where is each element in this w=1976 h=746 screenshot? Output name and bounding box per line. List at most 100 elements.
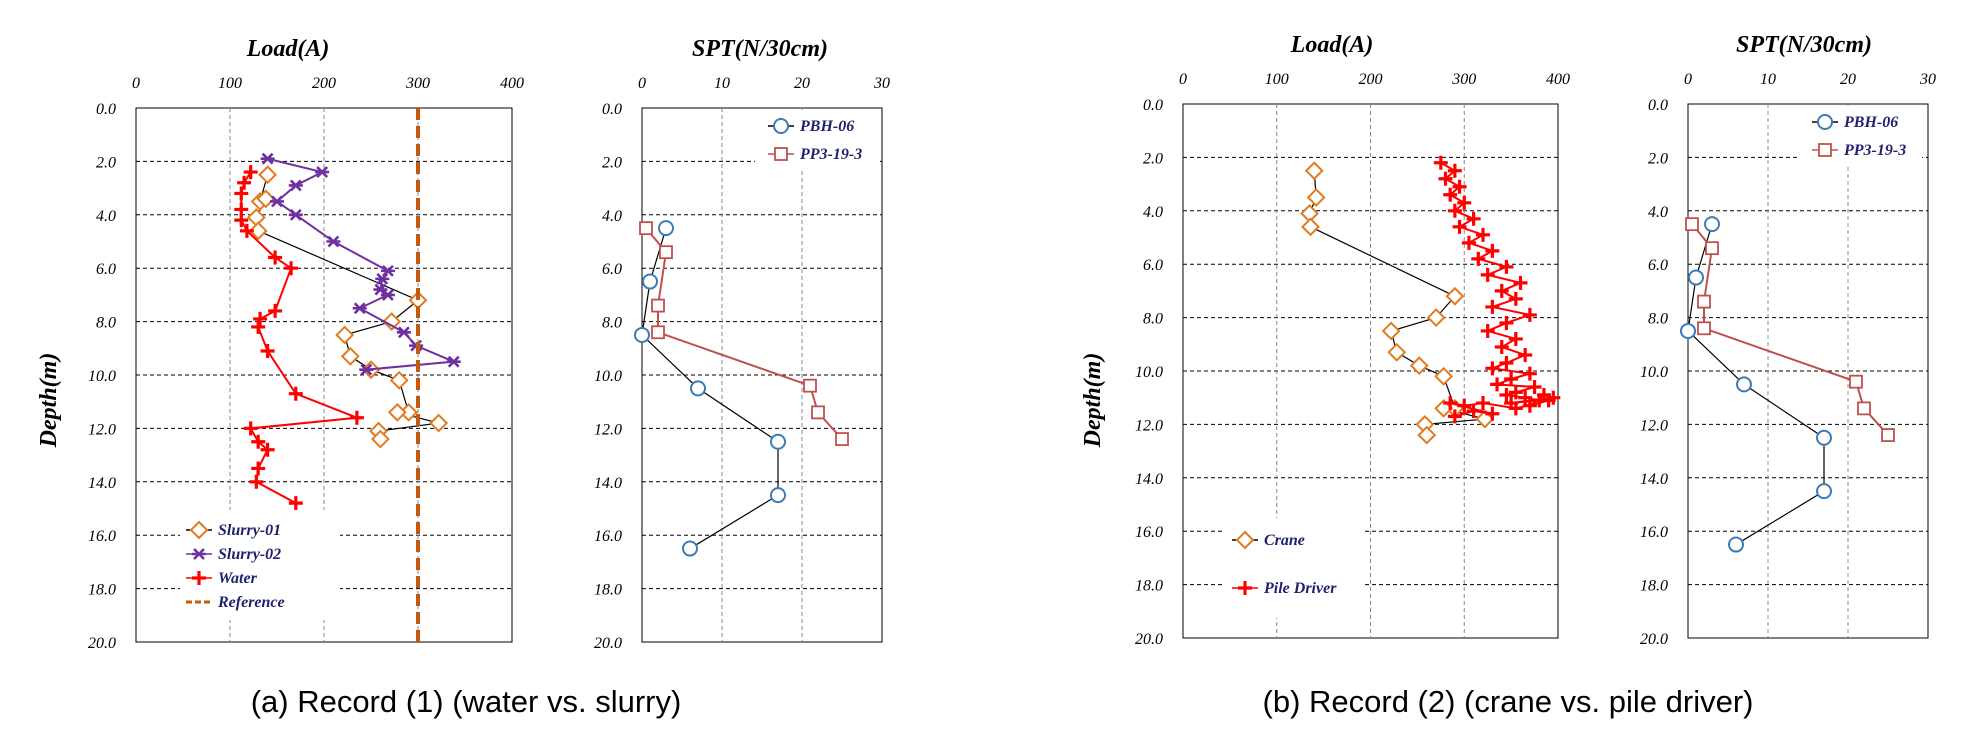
b-spt-ytick-label: 10.0: [1640, 364, 1668, 381]
a-load-slurry-02-point: [270, 195, 284, 208]
a-load-water-point: [251, 434, 266, 449]
b-load-pile-driver-point: [1476, 396, 1490, 411]
a-spt-pbh-06-point: [634, 326, 650, 343]
a-load-slurry-02-point: [315, 166, 330, 178]
b-load-xtick-label: 200: [1359, 71, 1383, 88]
a-load-slurry-01-point: [387, 402, 407, 422]
a-load-ytick-label: 12.0: [88, 421, 116, 438]
b-load-pile-driver-point: [1476, 227, 1490, 242]
a-load-water-point: [237, 175, 252, 190]
a-load-slurry-02-point: [380, 288, 395, 301]
a-spt-ytick-label: 10.0: [594, 368, 622, 385]
b-load-pile-driver-point: [1499, 388, 1514, 403]
b-load-pile-driver-point: [1485, 243, 1500, 258]
b-load-crane-point: [1409, 356, 1429, 376]
panel-b-spt-title: SPT(N/30cm): [1736, 32, 1872, 58]
a-spt-ytick-label: 4.0: [602, 208, 622, 225]
b-load-ytick-label: 2.0: [1143, 150, 1163, 167]
a-spt-pbh-06-point: [770, 487, 786, 504]
a-load-slurry-02-point: [373, 283, 388, 296]
b-load-ytick-label: 8.0: [1143, 311, 1163, 328]
a-spt-pp3-19-3-point: [651, 325, 665, 340]
a-load-slurry-02-point: [375, 272, 390, 285]
b-load-pile-driver-point: [1452, 179, 1467, 194]
a-spt-pbh-06-point: [658, 220, 674, 237]
b-load-pile-driver-point: [1508, 385, 1523, 400]
b-load-pile-driver-point: [1508, 331, 1523, 346]
b-load-ytick-label: 14.0: [1135, 471, 1163, 488]
a-load-slurry-01-point: [335, 325, 355, 345]
b-load-ytick-label: 0.0: [1143, 97, 1163, 114]
panel-b-load: Load(A) Depth(m) 0.0 2.0 4.0 6.0 8.0 10.0 12.0…: [1080, 32, 1570, 648]
a-load-slurry-01-legend-label: Slurry-01: [218, 522, 281, 539]
a-load-slurry-02-point: [288, 208, 303, 221]
b-load-pile-driver-point: [1480, 267, 1495, 282]
b-load-xtick-label: 300: [1451, 71, 1476, 88]
b-spt-pp3-19-3-legend-marker: [1818, 143, 1832, 157]
b-load-pile-driver-point: [1499, 259, 1514, 274]
b-spt-ytick-label: 14.0: [1640, 471, 1668, 488]
a-spt-pbh-06-legend-marker: [773, 118, 789, 134]
a-spt-ytick-label: 16.0: [594, 528, 622, 545]
a-spt-ytick-label: 14.0: [594, 475, 622, 492]
panel-b-load-ylabel: Depth(m): [1080, 353, 1106, 449]
b-load-crane-point: [1301, 217, 1320, 237]
a-load-water-point: [284, 261, 299, 276]
b-load-pile-driver-point: [1457, 398, 1472, 413]
b-load-pile-driver-point: [1466, 211, 1481, 226]
b-load-ytick-label: 10.0: [1135, 364, 1163, 381]
b-spt-ytick-label: 6.0: [1648, 257, 1668, 274]
a-load-water-point: [243, 165, 258, 180]
a-load-ytick-label: 8.0: [96, 315, 116, 332]
a-load-water-point: [288, 386, 303, 401]
b-load-ytick-label: 20.0: [1135, 631, 1163, 648]
b-spt-pbh-06-legend-marker: [1817, 114, 1833, 130]
b-load-pile-driver-point: [1457, 195, 1472, 210]
b-load-pile-driver-point: [1447, 163, 1462, 178]
a-spt-pbh-06-point: [770, 433, 786, 450]
b-load-pile-driver-point: [1443, 396, 1458, 411]
b-spt-xtick-label: 0: [1684, 71, 1692, 88]
b-load-pile-driver-point: [1504, 372, 1519, 387]
a-load-water-point: [251, 319, 266, 334]
a-load-slurry-01-point: [256, 189, 276, 209]
b-spt-pp3-19-3-point: [1857, 401, 1871, 416]
a-load-ytick-label: 18.0: [88, 582, 116, 599]
a-load-slurry-01-point: [370, 429, 390, 449]
b-load-pile-driver-point: [1513, 275, 1528, 290]
a-spt-ytick-label: 0.0: [602, 101, 622, 118]
b-load-pile-driver-point: [1447, 203, 1462, 218]
a-load-water-point: [249, 474, 264, 489]
a-spt-ytick-label: 2.0: [602, 154, 622, 171]
b-spt-pp3-19-3-point: [1697, 294, 1711, 309]
a-spt-ytick-label: 18.0: [594, 582, 622, 599]
b-spt-pbh-06-point: [1704, 216, 1720, 233]
b-load-pile-driver-point: [1461, 235, 1476, 250]
b-spt-pp3-19-3-point: [1685, 217, 1699, 232]
a-load-ytick-label: 14.0: [88, 475, 116, 492]
panel-b-load-title: Load(A): [1290, 32, 1374, 58]
b-spt-pbh-06-point: [1816, 483, 1832, 500]
b-load-crane-point: [1304, 161, 1324, 181]
b-load-pile-driver-point: [1518, 347, 1533, 362]
a-spt-pp3-19-3-point: [651, 298, 665, 313]
b-load-pile-driver-point: [1508, 401, 1523, 416]
b-load-pile-driver-point: [1499, 315, 1514, 330]
b-spt-ytick-label: 16.0: [1640, 524, 1668, 541]
b-spt-ytick-label: 20.0: [1640, 631, 1668, 648]
b-load-crane-point: [1445, 286, 1465, 306]
b-load-pile-driver-point: [1452, 219, 1467, 234]
b-spt-xtick-label: 30: [1919, 71, 1936, 88]
b-load-ytick-label: 12.0: [1135, 417, 1163, 434]
b-load-pile-driver-point: [1522, 366, 1537, 381]
a-load-water-point: [268, 250, 283, 265]
b-spt-ytick-label: 8.0: [1648, 311, 1668, 328]
a-load-xtick-label: 100: [218, 75, 242, 92]
b-load-pile-driver-point: [1527, 380, 1542, 395]
a-spt-pbh-06-point: [682, 540, 698, 557]
b-spt-ytick-label: 18.0: [1640, 578, 1668, 595]
b-load-crane-point: [1381, 321, 1401, 341]
b-load-crane-point: [1417, 425, 1437, 445]
a-spt-xtick-label: 0: [638, 75, 646, 92]
